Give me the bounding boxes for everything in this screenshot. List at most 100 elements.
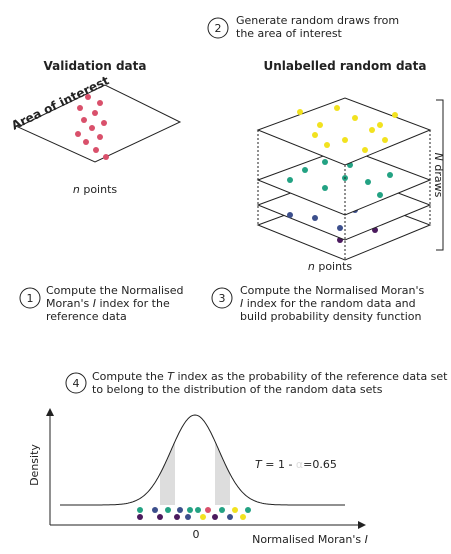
step-text: to belong to the distribution of the ran… <box>92 383 383 396</box>
text-line: the area of interest <box>236 27 343 40</box>
dot <box>85 94 91 100</box>
dot <box>387 172 393 178</box>
shaded-tail <box>215 441 230 505</box>
layer <box>256 97 432 166</box>
sample-dot <box>227 514 233 520</box>
text-part: reference data <box>46 310 127 323</box>
step-number: 3 <box>219 292 226 305</box>
text-part: I <box>93 297 96 310</box>
dot <box>302 167 308 173</box>
axis-arrow <box>46 408 54 416</box>
text-line: Generate random draws from <box>236 14 399 27</box>
dot <box>322 159 328 165</box>
dot <box>287 212 293 218</box>
step-circle <box>211 287 233 309</box>
dot <box>312 215 318 221</box>
step-number: 1 <box>27 292 34 305</box>
text-part: Compute the <box>92 370 167 383</box>
sample-dot <box>152 507 158 513</box>
sample-dot <box>187 507 193 513</box>
density-curve <box>60 414 345 506</box>
sample-dot <box>174 514 180 520</box>
sample-dot <box>137 514 143 520</box>
step-text: Compute the T index as the probability o… <box>92 370 448 383</box>
dot <box>81 117 87 123</box>
dot <box>312 132 318 138</box>
text-part: index for the random data and <box>243 297 415 310</box>
dot <box>89 125 95 131</box>
dot <box>317 122 323 128</box>
dot <box>352 115 358 121</box>
step-text: reference data <box>46 310 127 323</box>
text-part: draws <box>432 161 445 198</box>
dot <box>97 100 103 106</box>
sample-dot <box>240 514 246 520</box>
dot <box>382 137 388 143</box>
step-text: build probability density function <box>240 310 422 323</box>
dot <box>101 120 107 126</box>
zero-label: 0 <box>193 528 200 541</box>
text-part: = 1 - <box>262 458 296 471</box>
dot <box>365 179 371 185</box>
text-part: to belong to the distribution of the ran… <box>92 383 383 396</box>
step-circle <box>65 372 87 394</box>
text-part: index for the <box>96 297 170 310</box>
step-number: 4 <box>73 377 80 390</box>
text-part: points <box>315 260 353 273</box>
text-part: Compute the Normalised <box>46 284 184 297</box>
area-diamond <box>16 84 182 163</box>
dot <box>334 105 340 111</box>
dot <box>75 131 81 137</box>
sample-dot <box>195 507 201 513</box>
formula: T = 1 - α=0.65 <box>255 458 337 471</box>
dot <box>92 110 98 116</box>
text-part: build probability density function <box>240 310 422 323</box>
y-axis-label: Density <box>28 444 41 486</box>
sample-dot <box>219 507 225 513</box>
dot <box>93 147 99 153</box>
draws-label: N draws <box>432 153 445 198</box>
sample-dot <box>205 507 211 513</box>
sample-dot <box>185 514 191 520</box>
dot <box>369 127 375 133</box>
dot <box>83 139 89 145</box>
step-text: Generate random draws from <box>236 14 399 27</box>
dot <box>103 154 109 160</box>
shaded-tail <box>160 441 175 505</box>
points-label: n points <box>73 183 118 196</box>
step-text: Compute the Normalised Moran's <box>240 284 425 297</box>
text-part: Moran's <box>46 297 93 310</box>
dot <box>342 137 348 143</box>
sample-dot <box>177 507 183 513</box>
text-part: T <box>167 370 175 383</box>
text-part: T <box>255 458 263 471</box>
step-circle <box>19 287 41 309</box>
text-part: points <box>80 183 118 196</box>
sample-dot <box>157 514 163 520</box>
reference-points <box>75 94 109 160</box>
text-part: Compute the Normalised Moran's <box>240 284 425 297</box>
text-part: n <box>73 183 80 196</box>
step-text: Moran's I index for the <box>46 297 170 310</box>
dot <box>392 112 398 118</box>
text-part: α <box>296 458 303 471</box>
text-part: N <box>432 153 445 161</box>
sample-dot <box>200 514 206 520</box>
sample-dot <box>137 507 143 513</box>
text-part: Normalised Moran's <box>252 533 365 546</box>
draws-bracket <box>436 99 444 251</box>
dot <box>337 225 343 231</box>
points-label: n points <box>308 260 353 273</box>
step-text: the area of interest <box>236 27 343 40</box>
axis-arrow <box>358 521 366 529</box>
text-part: n <box>308 260 315 273</box>
text-part: I <box>240 297 243 310</box>
step-circle <box>207 17 229 39</box>
dot <box>97 134 103 140</box>
sample-dot <box>165 507 171 513</box>
panel-title: Validation data <box>44 59 147 73</box>
density-plot <box>60 414 345 520</box>
dot <box>377 122 383 128</box>
step-text: Compute the Normalised <box>46 284 184 297</box>
